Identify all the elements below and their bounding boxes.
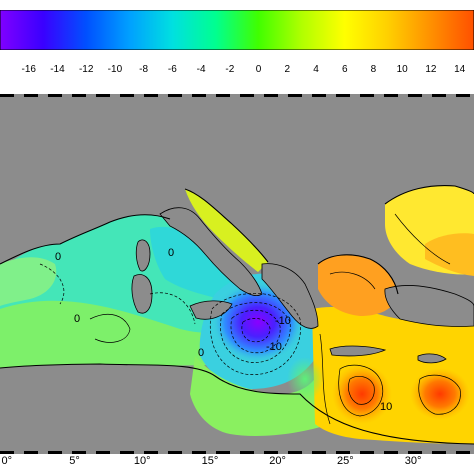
levantine-high xyxy=(332,364,392,424)
sea-black-sea-east xyxy=(425,233,474,276)
colorbar-tick-label: 10 xyxy=(396,64,408,75)
contour-labels: 0 0 0 0 -10 -10 10 xyxy=(55,247,392,413)
longitude-tick-label: 10° xyxy=(133,455,151,467)
sea-aegean xyxy=(318,254,398,316)
sea-algerian-coast xyxy=(0,300,235,368)
colorbar-tick-label: -4 xyxy=(196,64,206,75)
longitude-tick-label: 0° xyxy=(1,455,13,467)
colorbar-tick-label: 2 xyxy=(284,64,291,75)
sea-libyan xyxy=(190,356,330,436)
cretan-green-blob xyxy=(287,357,323,401)
contour-lines xyxy=(39,213,461,425)
colorbar-fill xyxy=(0,10,474,50)
colorbar-tick-label: 6 xyxy=(341,64,348,75)
contour-label: 0 xyxy=(55,251,61,263)
sea-tyrrhenian xyxy=(150,226,238,299)
longitude-tick-label: 5° xyxy=(69,455,80,467)
colorbar-tick-label: -12 xyxy=(78,64,94,75)
colorbar-tick-label: -6 xyxy=(167,64,177,75)
island-cyprus xyxy=(417,353,447,364)
colorbar xyxy=(0,10,474,50)
colorbar-tick-label: -16 xyxy=(21,64,36,75)
contour-label: -10 xyxy=(275,315,291,327)
colorbar-tick-label: 8 xyxy=(370,64,377,75)
contour-label: -10 xyxy=(266,341,282,353)
colorbar-tick-label: -8 xyxy=(139,64,149,75)
longitude-tick-label: 25° xyxy=(337,455,354,467)
sea-adriatic xyxy=(185,189,268,272)
island-sardinia xyxy=(131,274,153,314)
longitude-tick-label: 20° xyxy=(269,455,286,467)
colorbar-tick-label: 14 xyxy=(454,64,466,75)
colorbar-tick-label: -2 xyxy=(225,64,235,75)
contour-label: 10 xyxy=(380,401,392,413)
contour-label: 0 xyxy=(198,347,204,359)
sea-balearic xyxy=(0,257,57,306)
colorbar-tick-label: -14 xyxy=(50,64,65,75)
longitude-tick-label: 15° xyxy=(201,455,219,467)
coastline xyxy=(0,185,474,445)
land-greece xyxy=(261,263,319,329)
colorbar-tick-label: 4 xyxy=(313,64,319,75)
colorbar-tick-label: 0 xyxy=(255,64,262,75)
land-italy xyxy=(159,207,263,297)
colorbar-tick-label: -10 xyxy=(107,64,123,75)
island-crete xyxy=(329,345,387,357)
land-anatolia xyxy=(384,285,474,327)
colorbar-tick-label: 12 xyxy=(425,64,437,75)
island-corsica xyxy=(135,239,151,272)
map: 0 0 0 0 -10 -10 10 xyxy=(0,94,474,454)
contour-label: 0 xyxy=(74,313,80,325)
contour-label: 0 xyxy=(168,247,174,259)
longitude-tick-label: 30° xyxy=(404,455,422,467)
